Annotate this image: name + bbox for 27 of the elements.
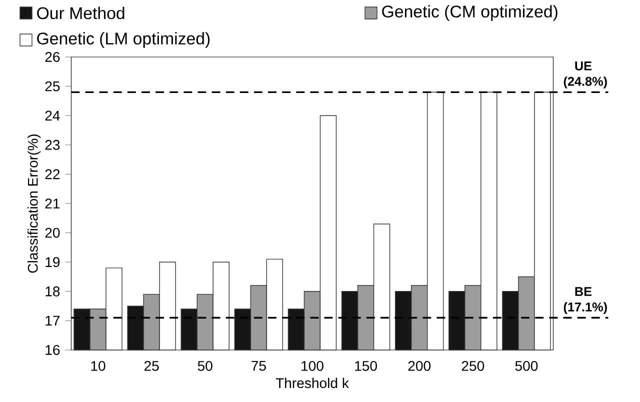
x-tick-label: 75 — [252, 360, 266, 371]
x-tick-label: 500 — [515, 360, 538, 371]
ref-line-label: UE (24.8%) — [564, 62, 607, 88]
y-tick-label: 21 — [45, 198, 60, 208]
y-tick-label: 16 — [46, 345, 60, 355]
x-tick-label: 200 — [408, 360, 431, 371]
x-axis-title: Threshold k — [276, 378, 349, 388]
x-tick-label: 150 — [355, 360, 377, 371]
x-tick-label: 10 — [91, 360, 106, 371]
legend-label: Genetic (CM optimized) — [382, 5, 558, 21]
y-tick-label: 17 — [46, 316, 60, 326]
x-tick-label: 100 — [302, 360, 324, 371]
x-tick-label: 250 — [462, 360, 484, 371]
x-tick-label: 25 — [144, 360, 159, 371]
y-tick-label: 20 — [45, 228, 60, 238]
y-tick-label: 19 — [46, 257, 60, 268]
y-tick-label: 22 — [45, 169, 60, 180]
legend-label: Genetic (LM optimized) — [37, 32, 210, 48]
legend-label: Our Method — [37, 6, 124, 20]
y-tick-label: 26 — [45, 52, 60, 62]
y-tick-label: 23 — [45, 140, 60, 150]
y-axis-title: Classification Error(%) — [27, 134, 41, 273]
ref-line-label: BE (17.1%) — [564, 287, 607, 314]
y-tick-label: 24 — [45, 110, 60, 121]
x-tick-label: 50 — [198, 360, 212, 371]
y-tick-label: 18 — [46, 286, 60, 296]
y-tick-label: 25 — [45, 81, 60, 92]
